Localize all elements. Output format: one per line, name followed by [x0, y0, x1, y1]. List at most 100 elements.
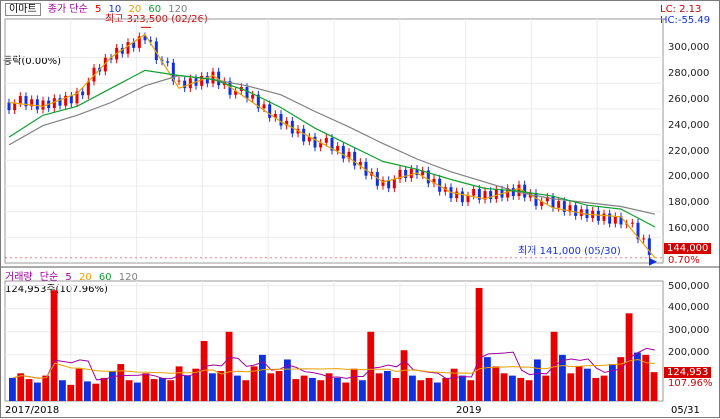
volume-bar — [209, 373, 216, 401]
candle-body — [511, 188, 515, 197]
volume-bar — [425, 377, 433, 401]
candle-body — [137, 36, 141, 48]
volume-bar — [450, 368, 458, 401]
candle-body — [608, 213, 612, 224]
volume-bar — [159, 377, 166, 401]
volume-bar — [225, 331, 233, 401]
stock-name[interactable]: 이마트 — [5, 3, 41, 16]
volume-bar — [459, 375, 466, 401]
volume-bar — [292, 379, 300, 401]
volume-bar — [575, 366, 583, 401]
candle-body — [551, 196, 555, 208]
volume-bar — [17, 373, 25, 401]
candle-body — [432, 178, 436, 184]
volume-bar — [300, 375, 308, 401]
volume-bar — [325, 373, 333, 401]
candle-body — [415, 168, 419, 176]
volume-bar — [467, 380, 475, 401]
candle-body — [619, 216, 623, 225]
volume-bar — [267, 373, 275, 401]
volume-bar — [592, 377, 600, 401]
volume-bar — [650, 372, 658, 401]
candle-body — [234, 90, 238, 95]
volume-bar — [567, 373, 575, 401]
y-tick-260000: 260,000 — [668, 94, 710, 105]
candle-body — [562, 201, 566, 212]
ma-line-120 — [8, 74, 656, 215]
volume-bar — [534, 359, 541, 401]
candle-body — [489, 191, 493, 200]
volume-bar — [75, 368, 83, 401]
candle-body — [24, 96, 28, 107]
candle-body — [69, 95, 73, 104]
candle-body — [330, 138, 334, 151]
candle-body — [404, 169, 408, 179]
volume-bar — [434, 382, 441, 401]
candle-body — [120, 47, 124, 54]
y-tick-220000: 220,000 — [668, 146, 710, 157]
volume-bar — [67, 384, 75, 401]
volume-ma5-line — [13, 347, 655, 381]
volume-bar — [475, 287, 483, 401]
candle-body — [132, 42, 136, 48]
candle-body — [398, 169, 402, 180]
y-tick-300000: 300,000 — [668, 42, 710, 53]
candle-body — [183, 80, 187, 89]
candle-body — [517, 184, 521, 197]
current-price-box: 144,000 — [664, 243, 712, 254]
volume-bar — [142, 373, 150, 401]
vol-ma-legend-120: 120 — [118, 272, 138, 283]
candle-body — [41, 100, 45, 110]
volume-bar — [284, 359, 291, 401]
ma-legend-prefix: 종가 단순 — [47, 4, 88, 15]
volume-legend-prefix: 단순 — [39, 272, 59, 283]
candle-body — [336, 145, 340, 151]
volume-bar — [150, 379, 158, 401]
volume-bar — [609, 364, 616, 401]
candle-body — [630, 222, 634, 224]
volume-bar — [509, 375, 516, 401]
volume-legend: 거래량 단순 5 20 60 120 — [5, 272, 142, 283]
candle-body — [472, 188, 476, 196]
candle-body — [109, 57, 113, 60]
candle-body — [421, 170, 425, 176]
lc-label: LC: 2.13 — [660, 4, 702, 15]
volume-bar — [500, 373, 508, 401]
candle-body — [188, 78, 192, 89]
candle-body — [81, 91, 85, 96]
candle-body — [143, 36, 147, 41]
volume-bar — [242, 380, 250, 401]
low-label: 최저 141,000 (05/30) — [518, 246, 621, 257]
candle-body — [86, 81, 90, 96]
volume-bar — [125, 380, 133, 401]
candle-body — [177, 80, 181, 82]
x-label-end: 05/31 — [671, 405, 700, 416]
candle-body — [455, 191, 459, 199]
candle-body — [483, 191, 487, 200]
candle-body — [58, 98, 62, 106]
candle-body — [256, 94, 260, 109]
volume-bar — [100, 377, 108, 401]
volume-bar — [217, 371, 225, 401]
x-label-start: 2017/2018 — [5, 405, 60, 416]
candle-body — [154, 41, 158, 61]
volume-bar — [517, 377, 525, 401]
current-change: 0.70% — [668, 255, 700, 266]
candle-body — [319, 142, 323, 148]
volume-bar — [234, 375, 241, 401]
candle-body — [647, 238, 651, 255]
volume-bar — [417, 380, 425, 401]
candle-body — [205, 75, 209, 84]
candle-body — [251, 94, 255, 99]
candle-body — [211, 71, 215, 84]
volume-bar — [392, 377, 400, 401]
low-marker — [649, 257, 657, 266]
ma-legend-20: 20 — [128, 4, 142, 15]
candle-body — [324, 138, 328, 143]
volume-bar — [167, 380, 175, 401]
vol-tick-400000: 400,000 — [668, 302, 710, 313]
volume-bar — [600, 375, 608, 401]
candle-body — [642, 238, 646, 240]
ma-line-close — [8, 33, 656, 259]
